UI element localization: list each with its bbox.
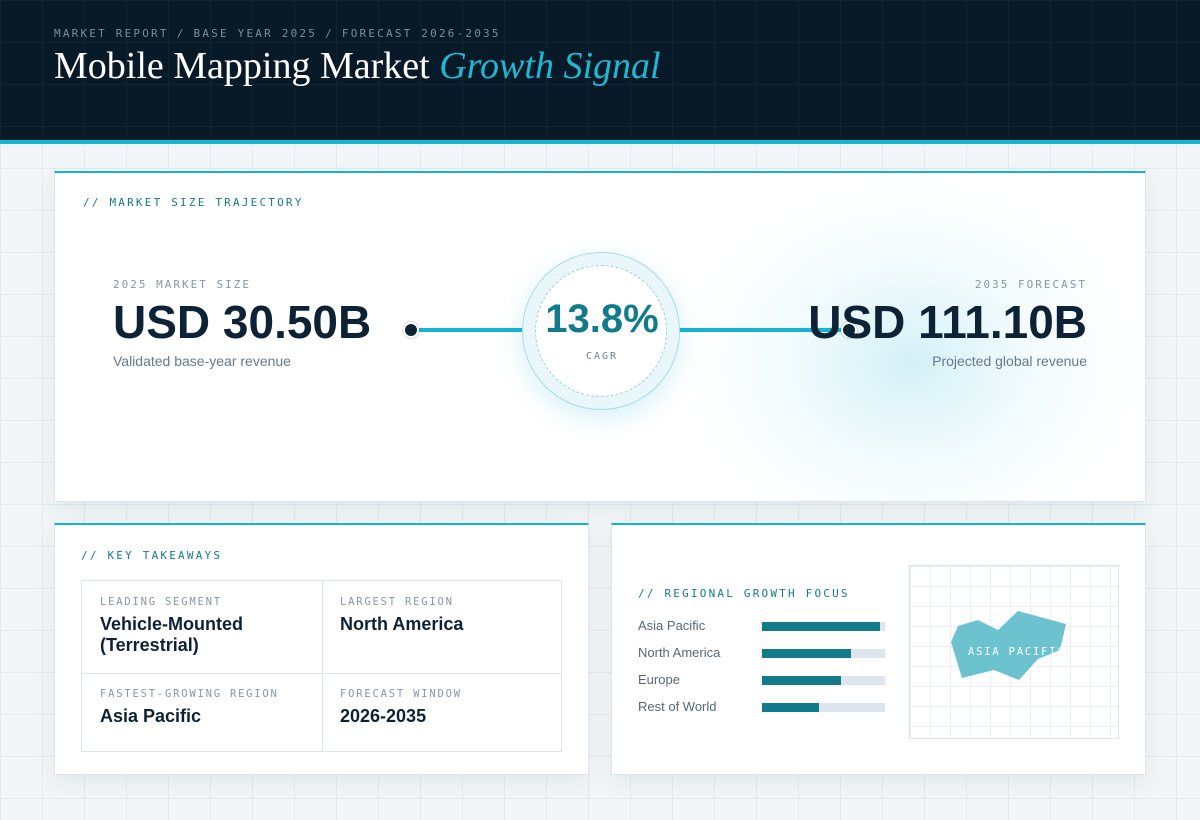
region-bar-row: Europe xyxy=(638,670,888,690)
page-title-main: Mobile Mapping Market xyxy=(54,45,430,87)
start-size-value: USD 30.50B xyxy=(113,296,372,348)
asia-pacific-map-shape xyxy=(951,611,1066,680)
end-size-caption: Projected global revenue xyxy=(932,353,1087,369)
takeaway-label: FASTEST-GROWING REGION xyxy=(100,688,279,700)
start-size-caption: Validated base-year revenue xyxy=(113,353,291,369)
cagr-label: CAGR xyxy=(585,351,619,362)
takeaway-label: FORECAST WINDOW xyxy=(340,688,462,700)
map-region-label: ASIA PACIFIC xyxy=(968,646,1066,658)
region-bar-label: Rest of World xyxy=(638,699,717,714)
breadcrumb-item-report: MARKET REPORT xyxy=(54,27,169,40)
takeaway-value: Vehicle-Mounted (Terrestrial) xyxy=(100,614,244,655)
region-bar-label: North America xyxy=(638,645,721,660)
end-size-value: USD 111.10B xyxy=(808,296,1087,348)
region-bar-fill xyxy=(762,622,881,631)
region-bar-fill xyxy=(762,649,851,658)
region-bar-fill xyxy=(762,676,841,685)
section-label-regional: // REGIONAL GROWTH FOCUS xyxy=(638,587,850,600)
region-bar-label: Asia Pacific xyxy=(638,618,706,633)
breadcrumb-item-forecast: FORECAST 2026-2035 xyxy=(341,27,501,40)
cagr-inner-ring xyxy=(535,265,667,397)
region-bar-track xyxy=(762,676,885,685)
region-bar-row: Rest of World xyxy=(638,697,888,717)
trajectory-start-dot xyxy=(403,322,419,338)
asia-pacific-region-shape xyxy=(951,611,1066,680)
takeaway-label: LARGEST REGION xyxy=(340,596,454,608)
grid-divider xyxy=(82,673,561,674)
section-label-takeaways: // KEY TAKEAWAYS xyxy=(81,549,223,562)
takeaways-grid: LEADING SEGMENT Vehicle-Mounted (Terrest… xyxy=(81,580,562,752)
cagr-value: 13.8% xyxy=(545,297,659,341)
breadcrumb-item-base-year: BASE YEAR 2025 xyxy=(193,27,318,40)
region-bar-track xyxy=(762,622,885,631)
region-bar-track xyxy=(762,649,885,658)
market-size-trajectory-card: // MARKET SIZE TRAJECTORY 2025 MARKET SI… xyxy=(54,171,1146,502)
breadcrumb-separator: / xyxy=(176,27,186,40)
start-size-label: 2025 MARKET SIZE xyxy=(113,278,251,291)
end-size-label: 2035 FORECAST xyxy=(974,278,1087,291)
page-title: Mobile Mapping Market Growth Signal xyxy=(54,44,661,88)
breadcrumb: MARKET REPORT / BASE YEAR 2025 / FORECAST 20… xyxy=(54,27,501,40)
takeaway-value: 2026-2035 xyxy=(340,706,427,726)
section-label-trajectory: // MARKET SIZE TRAJECTORY xyxy=(83,196,304,209)
region-bar-fill xyxy=(762,703,819,712)
background-glow xyxy=(675,173,1145,501)
region-bar-row: North America xyxy=(638,643,888,663)
takeaway-value: North America xyxy=(340,614,464,634)
takeaway-value: Asia Pacific xyxy=(100,706,202,726)
page-header: MARKET REPORT / BASE YEAR 2025 / FORECAST 20… xyxy=(0,0,1200,144)
region-map: ASIA PACIFIC xyxy=(909,565,1119,739)
regional-growth-card: // REGIONAL GROWTH FOCUS Asia Pacific No… xyxy=(611,523,1146,775)
breadcrumb-separator: / xyxy=(325,27,334,40)
takeaway-label: LEADING SEGMENT xyxy=(100,596,222,608)
key-takeaways-card: // KEY TAKEAWAYS LEADING SEGMENT Vehicle… xyxy=(54,523,589,775)
region-bar-label: Europe xyxy=(638,672,680,687)
page-title-accent: Growth Signal xyxy=(439,45,661,87)
region-bar-row: Asia Pacific xyxy=(638,616,888,636)
grid-divider xyxy=(322,581,323,751)
region-bar-track xyxy=(762,703,885,712)
trajectory-end-dot xyxy=(841,322,857,338)
cagr-badge: 13.8% CAGR xyxy=(522,252,680,410)
